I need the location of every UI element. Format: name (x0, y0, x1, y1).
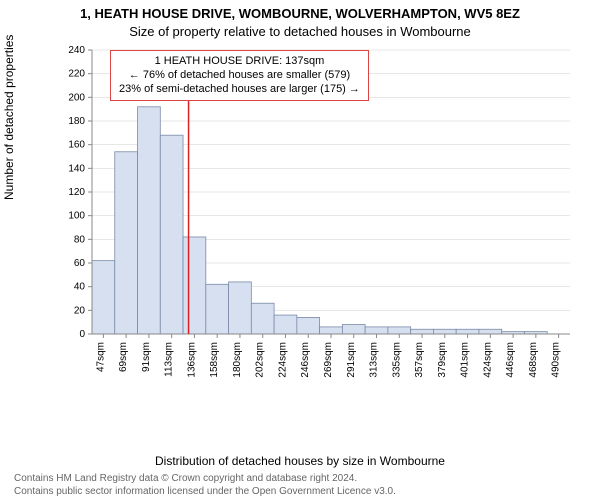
histogram-bar (206, 284, 229, 334)
histogram-bar (433, 329, 456, 334)
histogram-bar (138, 107, 161, 334)
svg-text:335sqm: 335sqm (391, 342, 402, 378)
svg-text:80: 80 (74, 234, 86, 245)
title-line-2: Size of property relative to detached ho… (0, 24, 600, 39)
svg-text:401sqm: 401sqm (460, 342, 471, 378)
svg-text:291sqm: 291sqm (346, 342, 357, 378)
svg-text:224sqm: 224sqm (277, 342, 288, 378)
svg-text:160: 160 (68, 140, 85, 151)
svg-text:180sqm: 180sqm (232, 342, 243, 378)
svg-text:158sqm: 158sqm (209, 342, 220, 378)
histogram-bar (229, 282, 252, 334)
histogram-bar (342, 325, 365, 334)
svg-text:113sqm: 113sqm (164, 342, 175, 377)
svg-text:246sqm: 246sqm (300, 342, 311, 378)
info-line-2: ← 76% of detached houses are smaller (57… (119, 69, 360, 83)
histogram-bar (456, 329, 479, 334)
svg-text:200: 200 (68, 92, 85, 103)
svg-text:136sqm: 136sqm (186, 342, 197, 378)
svg-text:60: 60 (74, 258, 86, 269)
histogram-bar (115, 152, 138, 334)
svg-text:140: 140 (68, 163, 85, 174)
svg-text:220: 220 (68, 69, 85, 80)
svg-text:202sqm: 202sqm (255, 342, 266, 378)
svg-text:180: 180 (68, 116, 85, 127)
svg-text:47sqm: 47sqm (95, 342, 106, 372)
attribution-line-2: Contains public sector information licen… (14, 486, 396, 499)
histogram-bar (160, 135, 183, 334)
svg-text:269sqm: 269sqm (323, 342, 334, 378)
svg-text:357sqm: 357sqm (414, 342, 425, 378)
histogram-bar (274, 315, 297, 334)
histogram-bar (251, 303, 274, 334)
svg-text:100: 100 (68, 211, 85, 222)
svg-text:20: 20 (74, 305, 86, 316)
svg-text:69sqm: 69sqm (118, 342, 129, 372)
info-line-3: 23% of semi-detached houses are larger (… (119, 83, 360, 97)
svg-text:446sqm: 446sqm (505, 342, 516, 378)
histogram-bar (411, 329, 434, 334)
attribution-line-1: Contains HM Land Registry data © Crown c… (14, 473, 396, 486)
svg-text:490sqm: 490sqm (551, 342, 562, 378)
x-axis-label: Distribution of detached houses by size … (0, 454, 600, 468)
histogram-bar (297, 317, 320, 334)
property-info-box: 1 HEATH HOUSE DRIVE: 137sqm ← 76% of det… (110, 50, 369, 101)
svg-text:0: 0 (79, 329, 85, 340)
attribution: Contains HM Land Registry data © Crown c… (14, 473, 396, 498)
histogram-bar (479, 329, 502, 334)
svg-text:379sqm: 379sqm (437, 342, 448, 378)
svg-text:468sqm: 468sqm (528, 342, 539, 378)
histogram-bar (388, 327, 411, 334)
y-axis-label: Number of detached properties (2, 35, 16, 200)
svg-text:424sqm: 424sqm (482, 342, 493, 378)
svg-text:91sqm: 91sqm (141, 342, 152, 372)
svg-text:240: 240 (68, 46, 85, 56)
svg-text:120: 120 (68, 187, 85, 198)
info-line-1: 1 HEATH HOUSE DRIVE: 137sqm (119, 55, 360, 69)
svg-text:313sqm: 313sqm (369, 342, 380, 378)
histogram-bar (92, 261, 115, 334)
figure-container: 1, HEATH HOUSE DRIVE, WOMBOURNE, WOLVERH… (0, 0, 600, 500)
y-axis-label-wrap: Number of detached properties (0, 0, 20, 500)
svg-text:40: 40 (74, 282, 86, 293)
histogram-bar (320, 327, 343, 334)
histogram-bar (365, 327, 388, 334)
histogram-bar (183, 237, 206, 334)
title-line-1: 1, HEATH HOUSE DRIVE, WOMBOURNE, WOLVERH… (0, 6, 600, 21)
